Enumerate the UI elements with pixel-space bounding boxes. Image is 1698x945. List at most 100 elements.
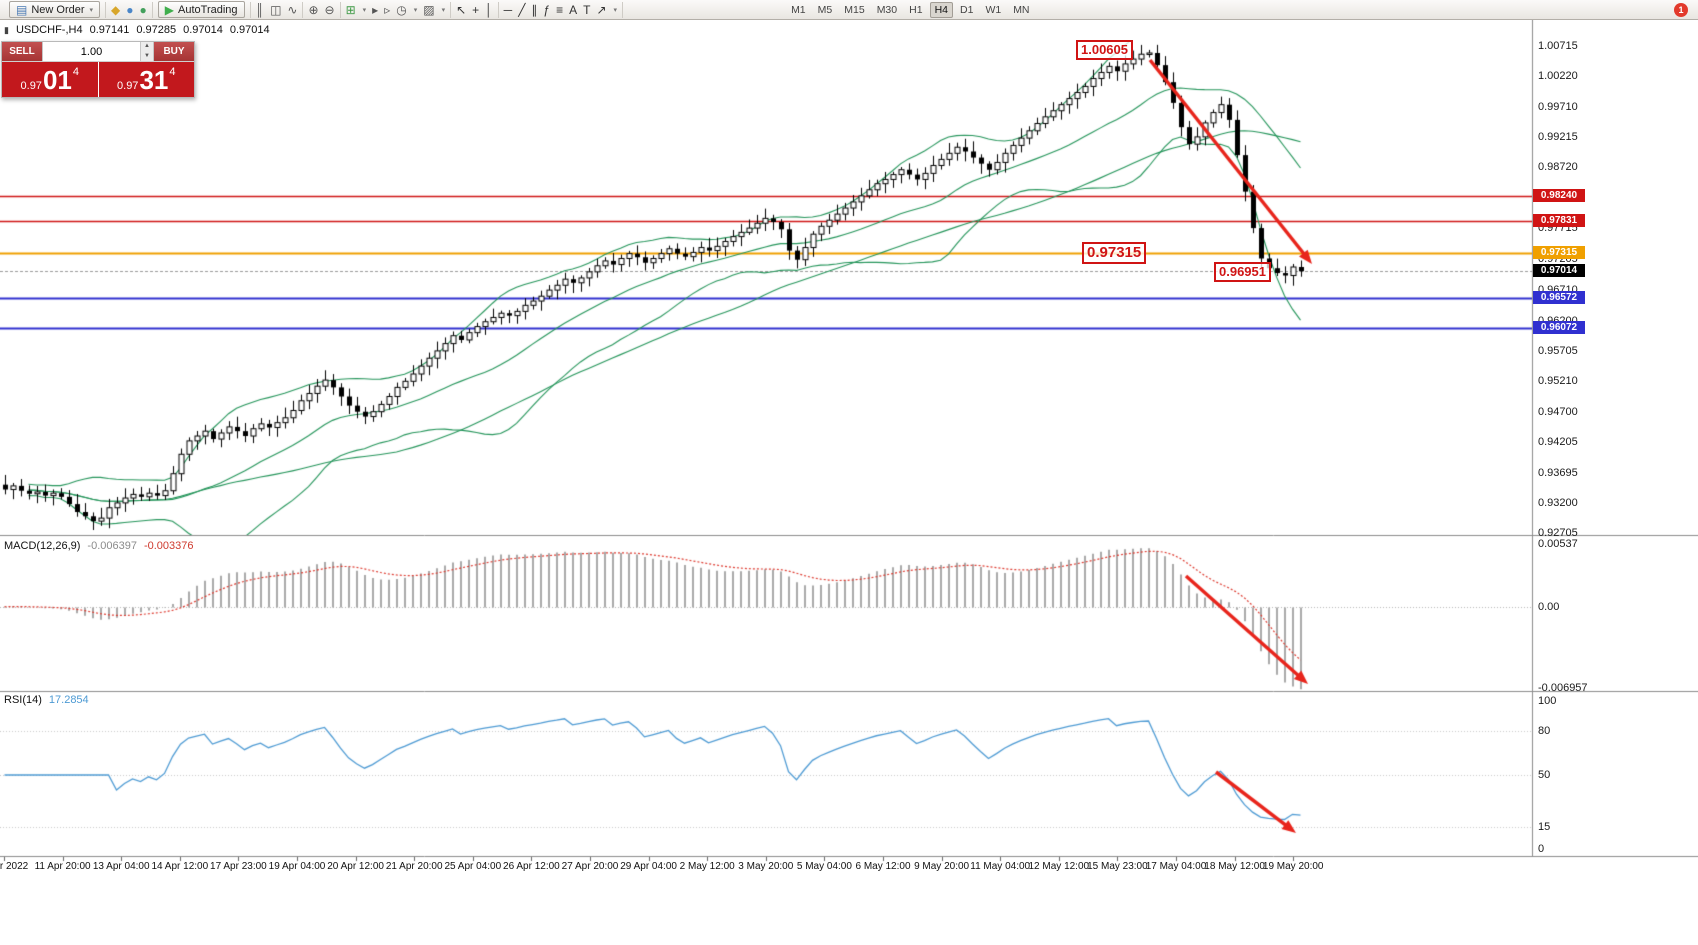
chevron-down-icon[interactable]: ▾ xyxy=(613,6,618,14)
autotrading-button[interactable]: ▶ AutoTrading xyxy=(157,1,245,18)
buy-price-display[interactable]: 0.97 31 4 xyxy=(98,62,194,97)
price-scale-label: 0.98720 xyxy=(1538,161,1578,174)
candlestick-chart-icon[interactable]: ◫ xyxy=(270,2,282,17)
timeframe-mn[interactable]: MN xyxy=(1013,3,1030,16)
macd-scale-label: 0.00537 xyxy=(1538,538,1578,550)
notification-badge[interactable]: 1 xyxy=(1674,2,1688,17)
tile-windows-icon[interactable]: ⊞ xyxy=(345,2,356,17)
vertical-line-icon[interactable]: │ xyxy=(485,2,493,17)
fibonacci-icon[interactable]: ƒ xyxy=(543,2,551,17)
market-watch-icon[interactable]: ● xyxy=(126,2,134,17)
one-click-trading-panel: SELL ▲ ▼ BUY 0.97 01 4 0.97 31 4 xyxy=(1,41,195,98)
time-axis-label: 9 May 20:00 xyxy=(914,861,970,872)
time-axis-label: 12 May 12:00 xyxy=(1028,861,1090,872)
symbol-header: ▮ USDCHF-,H4 0.97141 0.97285 0.97014 0.9… xyxy=(4,24,270,36)
volume-decrease-button[interactable]: ▼ xyxy=(141,51,153,61)
autotrading-group: ▶ AutoTrading xyxy=(153,1,251,18)
cursor-icon[interactable]: ↖ xyxy=(456,2,467,17)
macd-value-signal: -0.003376 xyxy=(143,540,194,552)
time-axis-label: 19 Apr 04:00 xyxy=(268,861,326,872)
mql5-community-icon[interactable]: ◆ xyxy=(111,2,121,17)
price-scale-label: 1.00220 xyxy=(1538,70,1578,83)
toolbar-group: ◆ ● ● xyxy=(106,1,153,18)
timeframe-m30[interactable]: M30 xyxy=(876,3,898,16)
chevron-down-icon[interactable]: ▾ xyxy=(362,6,367,14)
crosshair-icon[interactable]: + xyxy=(472,2,480,17)
price-tag: 0.97831 xyxy=(1533,214,1585,228)
new-order-group: ▤ New Order ▾ xyxy=(4,1,107,18)
time-axis-label: 29 Apr 04:00 xyxy=(620,861,677,872)
sell-price-display[interactable]: 0.97 01 4 xyxy=(2,62,98,97)
timeframe-d1[interactable]: D1 xyxy=(960,3,974,16)
chart-symbol-icon: ▮ xyxy=(4,24,9,35)
timeframe-h4[interactable]: H4 xyxy=(929,1,953,18)
toolbar-group: ⊞ ▾ ▸ ▹ ◷ ▾ ▨ ▾ xyxy=(341,1,452,18)
timeframe-group: M1 M5 M15 M30 H1 H4 D1 W1 MN xyxy=(781,1,1039,18)
rsi-label: RSI(14) 17.2854 xyxy=(4,694,89,706)
virtual-hosting-icon[interactable]: ● xyxy=(139,2,147,17)
price-tag: 0.98240 xyxy=(1533,189,1585,203)
objects-list-icon[interactable]: ≡ xyxy=(556,2,564,17)
time-axis-label: 11 May 04:00 xyxy=(970,861,1031,872)
horizontal-line-icon[interactable]: ─ xyxy=(503,2,513,17)
trendline-icon[interactable]: ╱ xyxy=(518,2,526,17)
price-tag: 0.96572 xyxy=(1533,290,1585,304)
time-axis-label: 13 Apr 04:00 xyxy=(92,861,150,872)
text-label-icon[interactable]: T xyxy=(583,2,591,17)
volume-input[interactable] xyxy=(43,42,140,61)
time-axis-label: 19 May 20:00 xyxy=(1262,861,1324,872)
chevron-down-icon[interactable]: ▾ xyxy=(413,6,418,14)
timeframe-h1[interactable]: H1 xyxy=(909,3,923,16)
time-axis-label: 25 Apr 04:00 xyxy=(444,861,502,872)
time-axis-label: 17 Apr 23:00 xyxy=(210,861,267,872)
period-icon[interactable]: ◷ xyxy=(396,2,407,17)
timeframe-m5[interactable]: M5 xyxy=(817,3,833,16)
ohlc-close: 0.97014 xyxy=(229,24,270,36)
new-order-button[interactable]: ▤ New Order ▾ xyxy=(9,1,101,18)
price-scale-label: 0.94205 xyxy=(1538,435,1578,448)
rsi-scale-label: 100 xyxy=(1538,695,1557,707)
price-annotation[interactable]: 1.00605 xyxy=(1076,40,1133,60)
chart-shift-icon[interactable]: ▹ xyxy=(384,2,391,17)
sell-button[interactable]: SELL xyxy=(2,42,42,61)
zoom-in-icon[interactable]: ⊕ xyxy=(308,2,319,17)
macd-scale-label: 0.00 xyxy=(1538,600,1560,613)
macd-value-histogram: -0.006397 xyxy=(87,540,137,552)
chevron-down-icon: ▾ xyxy=(89,6,94,14)
ohlc-low: 0.97014 xyxy=(183,24,223,36)
chart-canvas[interactable] xyxy=(0,20,1698,945)
timeframe-w1[interactable]: W1 xyxy=(985,3,1002,16)
macd-label: MACD(12,26,9) -0.006397 -0.003376 xyxy=(4,540,194,552)
volume-spinner: ▲ ▼ xyxy=(140,42,153,61)
volume-increase-button[interactable]: ▲ xyxy=(141,42,153,52)
text-icon[interactable]: A xyxy=(569,2,578,17)
time-axis-label: 15 May 23:00 xyxy=(1087,861,1148,872)
price-annotation[interactable]: 0.96951 xyxy=(1214,262,1271,282)
templates-icon[interactable]: ▨ xyxy=(423,2,435,17)
toolbar-group: ⊕ ⊖ xyxy=(303,1,341,18)
sell-price-pip: 4 xyxy=(72,66,79,78)
zoom-out-icon[interactable]: ⊖ xyxy=(324,2,335,17)
rsi-name: RSI(14) xyxy=(4,694,42,706)
chevron-down-icon[interactable]: ▾ xyxy=(441,6,446,14)
timeframe-m15[interactable]: M15 xyxy=(844,3,865,16)
equidistant-channel-icon[interactable]: ∥ xyxy=(531,2,538,17)
price-scale-label: 0.94700 xyxy=(1538,405,1578,418)
symbol-name: USDCHF-,H4 xyxy=(15,24,83,36)
toolbar: ▤ New Order ▾ ◆ ● ● ▶ AutoTrading ║ ◫ ∿ ⊕ ⊖ ⊞ ▾ ▸… xyxy=(0,0,1698,20)
time-axis-label: 5 May 04:00 xyxy=(796,861,852,872)
arrows-tool-icon[interactable]: ↗ xyxy=(596,2,607,17)
timeframe-m1[interactable]: M1 xyxy=(791,3,806,16)
time-axis-label: 6 May 12:00 xyxy=(855,861,911,872)
price-scale-label: 0.93695 xyxy=(1538,466,1578,479)
bar-chart-icon[interactable]: ║ xyxy=(255,2,265,17)
buy-price-prefix: 0.97 xyxy=(117,80,139,92)
line-chart-icon[interactable]: ∿ xyxy=(287,2,298,17)
buy-button[interactable]: BUY xyxy=(154,42,194,61)
toolbar-group: ↖ + │ xyxy=(451,1,499,18)
price-annotation[interactable]: 0.97315 xyxy=(1082,242,1147,264)
autotrading-label: AutoTrading xyxy=(178,3,238,16)
new-order-label: New Order xyxy=(31,3,85,16)
auto-scroll-icon[interactable]: ▸ xyxy=(372,2,379,17)
price-scale-label: 0.93200 xyxy=(1538,496,1578,509)
